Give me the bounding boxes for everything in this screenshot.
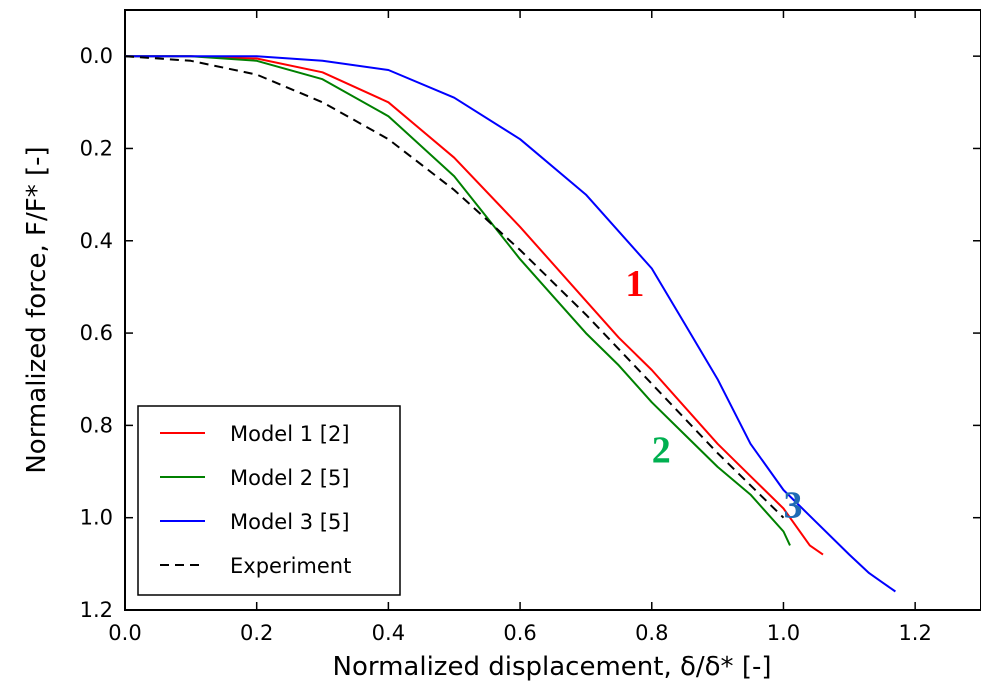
y-tick-label: 0.4 xyxy=(80,229,113,253)
legend-label-3: Model 3 [5] xyxy=(230,510,350,534)
curve-annotation-2: 2 xyxy=(652,429,671,471)
x-tick-label: 1.0 xyxy=(767,621,800,645)
x-tick-label: 0.4 xyxy=(372,621,405,645)
series-line-2 xyxy=(125,55,791,546)
y-tick-label: 0.6 xyxy=(80,321,113,345)
y-tick-label: 0.8 xyxy=(80,413,113,437)
y-tick-label: 1.0 xyxy=(80,506,113,530)
y-tick-label: 1.2 xyxy=(80,598,113,622)
curve-annotation-3: 3 xyxy=(783,485,802,527)
legend-label-1: Model 1 [2] xyxy=(230,422,350,446)
series-line-1 xyxy=(125,55,824,556)
legend-label-2: Model 2 [5] xyxy=(230,466,350,490)
x-tick-label: 0.8 xyxy=(635,621,668,645)
legend-label-4: Experiment xyxy=(230,554,351,578)
x-axis-label: Normalized displacement, δ/δ* [-] xyxy=(333,652,772,682)
x-tick-label: 0.0 xyxy=(108,621,141,645)
x-tick-label: 0.6 xyxy=(503,621,536,645)
x-tick-label: 0.2 xyxy=(240,621,273,645)
series-line-3 xyxy=(125,55,896,593)
series-line-4 xyxy=(124,55,785,519)
y-axis-label: Normalized force, F/F* [-] xyxy=(22,146,52,473)
curve-annotations: 1 2 3 xyxy=(625,263,802,527)
legend-box xyxy=(137,405,401,596)
legend: Model 1 [2] Model 2 [5] Model 3 [5] Experim… xyxy=(137,405,401,596)
y-tick-label: 0.2 xyxy=(80,136,113,160)
curve-annotation-1: 1 xyxy=(625,263,644,305)
y-tick-label: 0.0 xyxy=(80,44,113,68)
series-lines xyxy=(124,55,896,593)
x-tick-label: 1.2 xyxy=(898,621,931,645)
axis-ticks: 0.0 0.2 0.4 0.6 0.8 1.0 1.20.00.20.40.60.81.01… xyxy=(80,10,981,645)
